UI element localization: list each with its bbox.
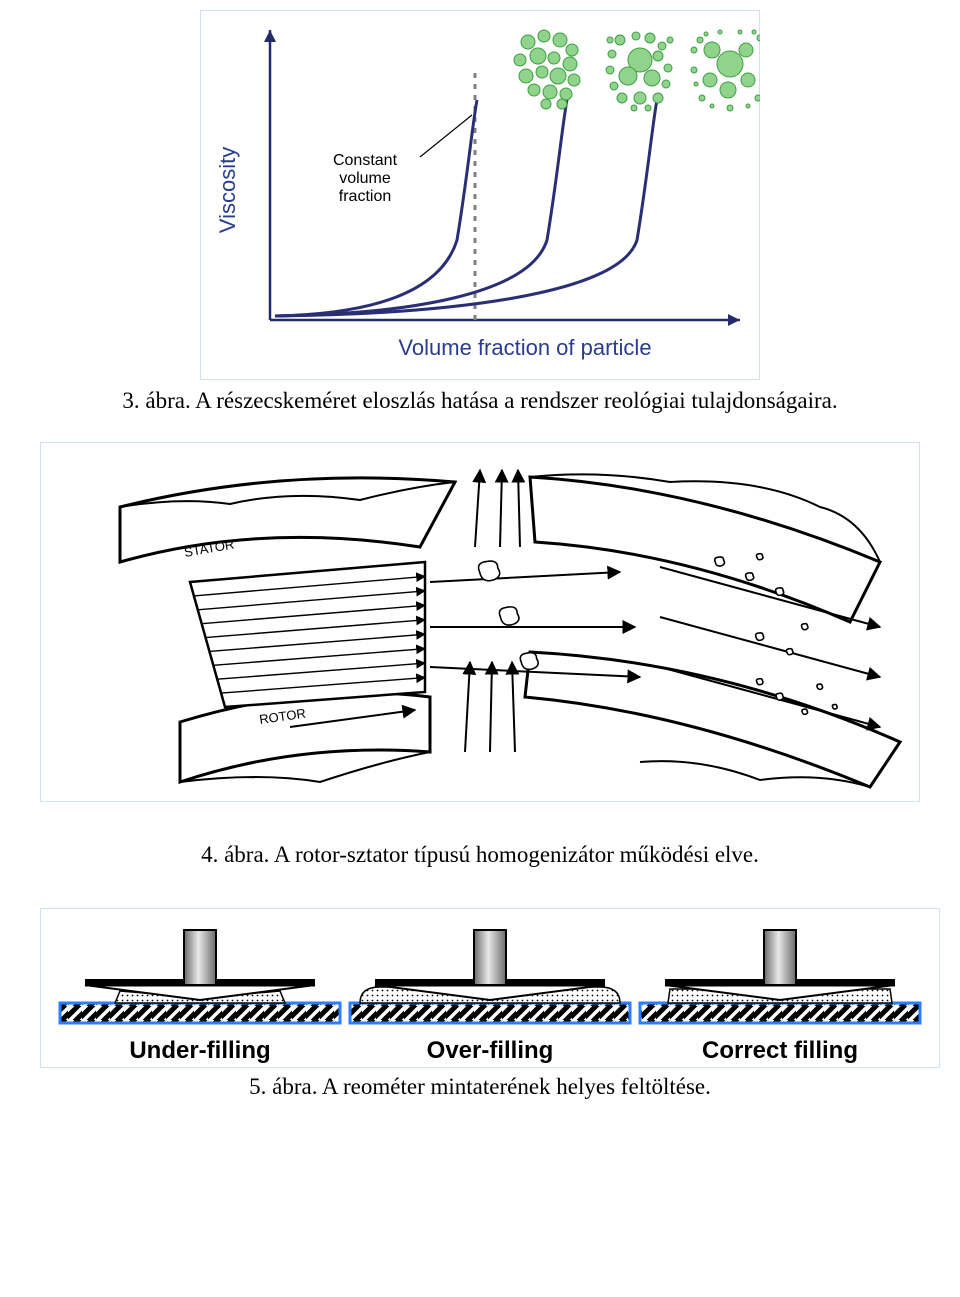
figure-4-caption: 4. ábra. A rotor-sztator típusú homogeni… [40, 842, 920, 868]
svg-text:Viscosity: Viscosity [215, 147, 240, 233]
svg-text:Constant: Constant [333, 152, 398, 169]
svg-text:Volume fraction of particle: Volume fraction of particle [398, 335, 651, 360]
svg-text:fraction: fraction [339, 188, 391, 205]
svg-text:volume: volume [339, 170, 391, 187]
figure-5-caption: 5. ábra. A reométer mintaterének helyes … [40, 1074, 920, 1100]
figure-5: Under-filling Over-filling Correct filling [40, 908, 920, 1068]
svg-text:Correct filling: Correct filling [702, 1037, 858, 1064]
rheometer-filling-diagram: Under-filling Over-filling Correct filling [40, 908, 940, 1068]
svg-text:Over-filling: Over-filling [427, 1037, 554, 1064]
svg-text:Under-filling: Under-filling [129, 1037, 270, 1064]
figure-3-caption: 3. ábra. A részecskeméret eloszlás hatás… [40, 388, 920, 414]
rotor-stator-diagram: STATORROTOR [40, 442, 920, 802]
page: Constantvolumefraction Viscosity Volume fr… [0, 0, 960, 1297]
viscosity-chart: Constantvolumefraction Viscosity Volume fr… [200, 10, 760, 380]
figure-3: Constantvolumefraction Viscosity Volume fr… [40, 10, 920, 380]
figure-4: STATORROTOR [40, 442, 920, 802]
